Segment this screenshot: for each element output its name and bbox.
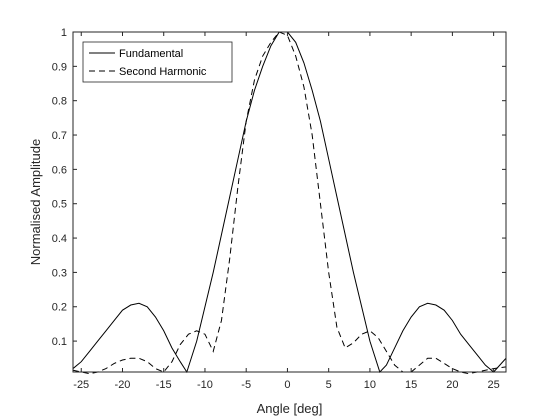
legend: Fundamental Second Harmonic [82, 41, 233, 83]
y-axis: 0.1 0.2 0.3 0.4 0.5 0.6 0.7 0.8 0.9 1 [52, 27, 506, 348]
y-tick-label: 0.4 [52, 233, 67, 245]
y-tick-label: 0.7 [52, 130, 67, 142]
y-tick-label: 0.3 [52, 267, 67, 279]
x-tick-label: -25 [73, 379, 89, 391]
x-tick-label: 10 [364, 379, 376, 391]
x-tick-label: -10 [197, 379, 213, 391]
legend-box [82, 41, 233, 83]
series-line-second-harmonic [72, 31, 507, 375]
y-tick-label: 1 [61, 27, 67, 39]
y-tick-label: 0.8 [52, 96, 67, 108]
y-tick-label: 0.6 [52, 164, 67, 176]
x-tick-label: 15 [405, 379, 417, 391]
x-tick-label: 5 [326, 379, 332, 391]
legend-label-fundamental: Fundamental [119, 48, 183, 60]
x-axis: -25 -20 -15 -10 -5 0 5 10 15 20 25 [73, 32, 500, 391]
plot-box [72, 31, 507, 373]
x-axis-label: Angle [deg] [257, 401, 323, 416]
x-tick-label: 0 [284, 379, 290, 391]
legend-label-second-harmonic: Second Harmonic [119, 66, 207, 78]
x-tick-label: 25 [488, 379, 500, 391]
y-tick-label: 0.5 [52, 199, 67, 211]
y-tick-label: 0.9 [52, 61, 67, 73]
x-tick-label: -15 [156, 379, 172, 391]
plot-area [73, 32, 506, 372]
x-tick-label: -20 [115, 379, 131, 391]
x-tick-label: -5 [241, 379, 251, 391]
y-axis-label: Normalised Amplitude [28, 139, 43, 265]
x-tick-label: 20 [446, 379, 458, 391]
y-tick-label: 0.2 [52, 302, 67, 314]
y-tick-label: 0.1 [52, 336, 67, 348]
